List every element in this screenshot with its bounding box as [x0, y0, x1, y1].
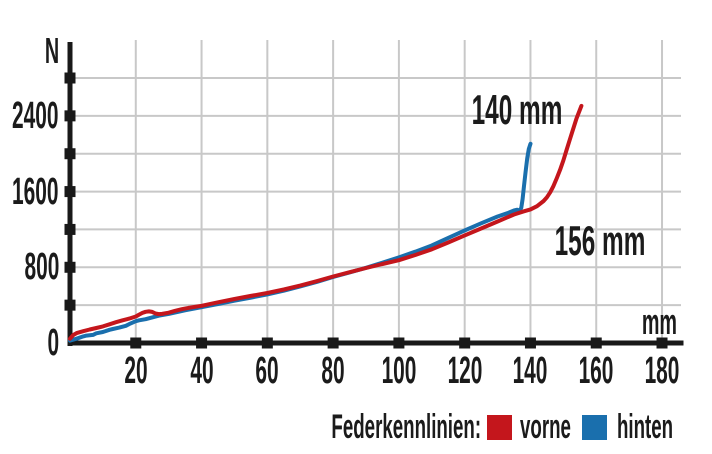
y-tick-label: 2400: [12, 94, 59, 137]
y-tick-mark: [64, 148, 76, 160]
y-tick-mark: [64, 223, 76, 235]
y-tick-mark: [64, 186, 76, 198]
x-tick-mark: [196, 337, 208, 349]
y-tick-label: 1600: [12, 170, 59, 213]
x-tick-label: 80: [321, 350, 345, 392]
x-tick-label: 20: [124, 350, 148, 392]
x-tick-mark: [327, 337, 339, 349]
x-tick-mark: [261, 337, 273, 349]
x-tick-label: 120: [447, 350, 483, 392]
annotation-rear-max-travel: 140 mm: [471, 86, 563, 133]
x-tick-mark: [524, 337, 536, 349]
y-tick-mark: [64, 261, 76, 273]
x-tick-mark: [459, 337, 471, 349]
x-axis-unit-label: mm: [641, 301, 677, 342]
x-axis: [67, 340, 684, 346]
legend-swatch-front: [487, 415, 512, 440]
y-tick-mark: [64, 72, 76, 84]
x-tick-mark: [656, 337, 668, 349]
x-tick-mark: [130, 337, 142, 349]
curve-hinten: [68, 141, 533, 343]
curve-vorne: [68, 103, 584, 341]
legend-label-front: vorne: [520, 408, 571, 446]
annotation-front-max-travel: 156 mm: [554, 217, 646, 264]
legend-label-rear: hinten: [617, 408, 674, 446]
x-tick-label: 180: [644, 350, 680, 392]
legend-swatch-rear: [582, 415, 607, 440]
plot-area: [64, 40, 684, 349]
y-tick-label: 0: [47, 322, 59, 364]
y-axis-unit-label: N: [44, 30, 60, 71]
y-tick-mark: [64, 110, 76, 122]
x-tick-label: 60: [255, 350, 279, 392]
x-tick-label: 160: [578, 350, 614, 392]
y-tick-label: 800: [24, 246, 59, 289]
x-tick-mark: [393, 337, 405, 349]
y-tick-mark: [64, 299, 76, 311]
x-tick-label: 40: [189, 350, 214, 392]
legend-title: Federkennlinien:: [331, 408, 481, 446]
x-tick-mark: [590, 337, 602, 349]
x-tick-label: 100: [381, 350, 417, 392]
x-tick-label: 140: [513, 350, 548, 392]
